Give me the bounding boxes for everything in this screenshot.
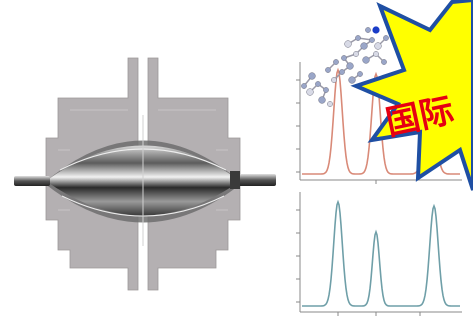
molecule-atom (341, 55, 347, 61)
molecule-atom (344, 40, 352, 48)
molecule-atom (365, 27, 371, 33)
left-rod (14, 176, 50, 186)
molecule-atom (355, 35, 361, 41)
molecule-atom (333, 59, 339, 65)
molecule-atom (348, 76, 356, 84)
molecule-atom (301, 83, 307, 89)
molecule-atom (318, 96, 326, 104)
electrode-steps (58, 109, 228, 211)
molecule-atom (360, 42, 368, 50)
molecule-atom (306, 88, 314, 96)
molecule-model (301, 26, 389, 107)
starburst-badge: 国际 (350, 0, 473, 191)
molecule-atom (353, 51, 359, 57)
spectrum-bottom (296, 192, 462, 316)
molecule-atom (373, 51, 379, 57)
molecule-atom (327, 101, 333, 107)
spectrum-bottom-trace (302, 199, 460, 307)
molecule-atom (339, 69, 345, 75)
starburst-shape (350, 0, 473, 191)
molecule-atom (325, 67, 331, 73)
molecule-atom (315, 81, 321, 87)
right-rod (232, 174, 276, 186)
molecule-atom (374, 42, 382, 50)
molecule-atom (308, 72, 316, 80)
molecule-atom (357, 71, 363, 77)
right-rod-collar (230, 171, 240, 189)
molecule-atom (362, 56, 370, 64)
orbitrap-spindle (44, 115, 242, 246)
molecule-atom (381, 59, 387, 65)
molecule-atom (323, 87, 329, 93)
molecule-highlight-atom (372, 26, 380, 34)
molecule-atom (331, 77, 337, 83)
molecule-atom (369, 37, 375, 43)
molecule-atom (383, 35, 389, 41)
molecule-atom (346, 62, 354, 70)
